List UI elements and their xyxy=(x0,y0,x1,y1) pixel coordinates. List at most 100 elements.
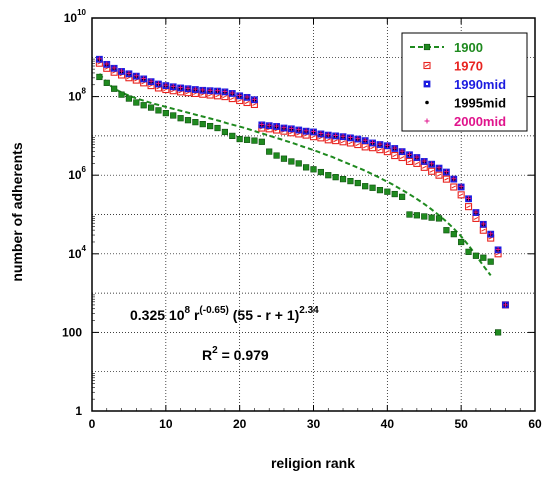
point-1900 xyxy=(258,138,265,145)
legend-marker-1995mid xyxy=(425,100,429,105)
point-1900 xyxy=(266,148,273,155)
point-2000mid xyxy=(384,142,390,148)
x-tick-label: 0 xyxy=(89,417,96,431)
point-1900 xyxy=(413,212,420,219)
point-1900 xyxy=(207,122,214,130)
point-1900 xyxy=(332,174,339,181)
y-tick-label: 100 xyxy=(62,325,82,339)
point-1900 xyxy=(295,160,302,167)
point-1900 xyxy=(391,190,398,198)
point-2000mid xyxy=(178,85,184,91)
legend-item-1990mid: 1990mid xyxy=(423,77,506,92)
point-2000mid xyxy=(480,221,486,227)
point-2000mid xyxy=(141,76,147,82)
legend: 1900 1970 1990mid 1995mid 2000mid xyxy=(401,32,528,132)
point-1900 xyxy=(133,99,140,106)
point-2000mid xyxy=(325,132,331,138)
legend-label-1990mid: 1990mid xyxy=(454,77,506,92)
legend-label-2000mid: 2000mid xyxy=(454,114,506,129)
point-1970 xyxy=(457,191,465,199)
point-2000mid xyxy=(296,127,302,133)
point-1970 xyxy=(428,167,436,175)
point-2000mid xyxy=(340,133,346,139)
point-1900 xyxy=(221,128,229,136)
point-1900 xyxy=(170,112,177,119)
y-tick-label: 104 xyxy=(68,244,86,261)
point-2000mid xyxy=(311,129,316,135)
point-1900 xyxy=(118,91,125,98)
point-1900 xyxy=(147,104,155,111)
point-1970 xyxy=(405,157,414,165)
fit-formula-mid: (55 - r + 1) xyxy=(229,307,299,323)
legend-label-1995mid: 1995mid xyxy=(454,96,506,111)
point-1900 xyxy=(303,164,310,171)
point-1900 xyxy=(111,85,118,92)
point-2000mid xyxy=(163,82,169,88)
point-2000mid xyxy=(155,81,161,87)
x-tick-label: 20 xyxy=(233,417,247,431)
point-1970 xyxy=(413,159,421,167)
point-1900 xyxy=(443,227,450,234)
y-tick-label: 1 xyxy=(75,404,82,418)
fit-formula-lead: 0.325 10 xyxy=(130,307,185,323)
point-2000mid xyxy=(266,122,272,128)
point-2000mid xyxy=(126,70,132,76)
point-1900 xyxy=(428,214,435,221)
point-1900 xyxy=(177,115,184,122)
x-axis: 0 10 20 30 40 50 60 xyxy=(89,18,542,431)
point-2000mid xyxy=(207,87,213,93)
point-1970 xyxy=(383,148,391,156)
point-2000mid xyxy=(133,73,139,79)
legend-box xyxy=(401,32,528,132)
point-1970 xyxy=(450,183,458,191)
point-1970 xyxy=(398,153,406,162)
point-2000mid xyxy=(104,61,110,67)
fit-line-1900 xyxy=(98,73,492,277)
point-2000mid xyxy=(429,161,435,167)
point-2000mid xyxy=(200,87,206,93)
point-1970 xyxy=(361,143,369,151)
series-1995mid xyxy=(97,57,508,307)
point-2000mid xyxy=(148,78,154,84)
fit-formula-r: r xyxy=(190,307,200,323)
r-squared-tail: = 0.979 xyxy=(218,347,269,363)
point-2000mid xyxy=(377,141,383,147)
point-1900 xyxy=(184,117,192,124)
legend-label-1970: 1970 xyxy=(454,59,483,74)
point-1900 xyxy=(406,211,413,218)
legend-item-1970: 1970 xyxy=(423,59,483,74)
point-1970 xyxy=(464,203,473,211)
point-1900 xyxy=(472,252,480,259)
legend-item-2000mid: 2000mid xyxy=(424,114,506,129)
point-1900 xyxy=(125,95,133,102)
point-2000mid xyxy=(473,209,479,215)
point-2000mid xyxy=(443,169,449,175)
point-1900 xyxy=(384,188,391,195)
legend-items: 1900 1970 1990mid 1995mid 2000mid xyxy=(410,40,506,129)
point-1900 xyxy=(192,119,199,126)
series-1900 xyxy=(96,73,502,336)
legend-label-1900: 1900 xyxy=(454,40,483,55)
point-2000mid xyxy=(119,68,125,74)
r-squared-sup: 2 xyxy=(212,345,218,356)
point-2000mid xyxy=(237,92,243,98)
point-1900 xyxy=(288,158,295,165)
point-2000mid xyxy=(215,88,221,94)
legend-item-1900: 1900 xyxy=(410,40,483,55)
point-1970 xyxy=(420,163,428,171)
x-tick-label: 30 xyxy=(307,417,321,431)
point-1900 xyxy=(421,213,428,220)
point-2000mid xyxy=(370,140,376,146)
point-2000mid xyxy=(436,165,442,171)
x-axis-label: religion rank xyxy=(271,455,355,471)
point-1900 xyxy=(273,152,280,159)
point-1900 xyxy=(480,254,487,261)
point-2000mid xyxy=(259,122,265,128)
point-1970 xyxy=(435,171,443,179)
point-2000mid xyxy=(185,85,191,91)
x-tick-label: 40 xyxy=(381,417,395,431)
point-1900 xyxy=(317,168,324,176)
point-2000mid xyxy=(414,154,420,160)
point-2000mid xyxy=(333,133,339,139)
